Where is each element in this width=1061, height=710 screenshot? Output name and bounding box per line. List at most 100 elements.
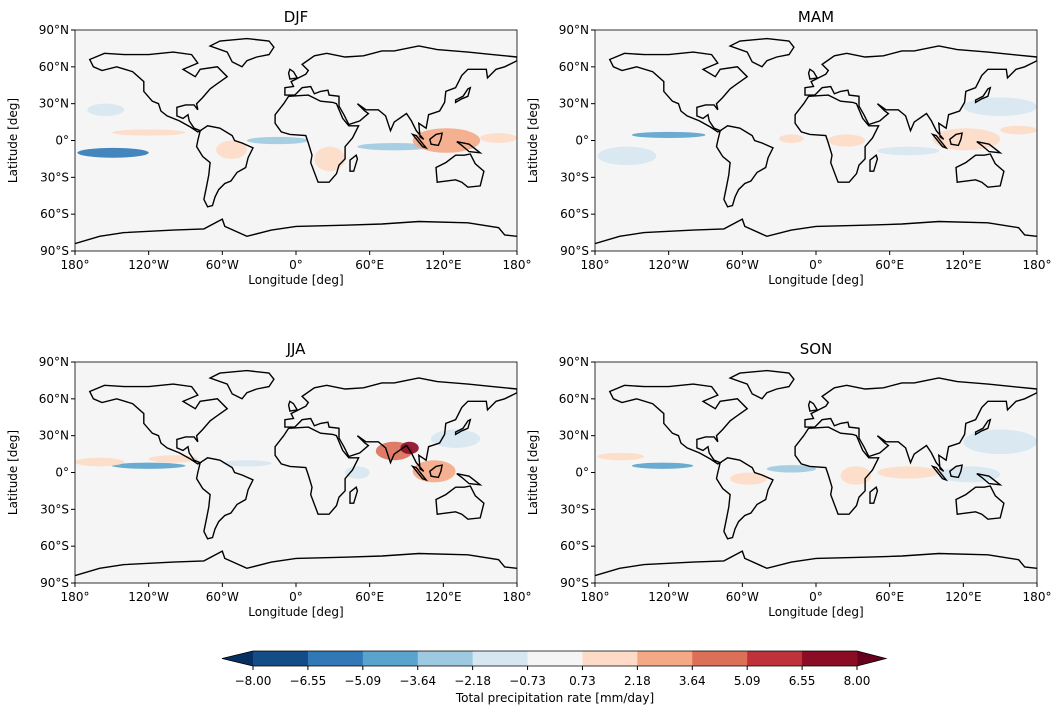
coastline-uk — [807, 68, 819, 80]
y-tick-label: 30°S — [560, 170, 589, 184]
colorbar-tick-label: −3.64 — [399, 674, 436, 688]
precip-anomaly — [877, 466, 939, 479]
x-tick-label: 60°W — [206, 258, 239, 272]
x-axis-label: Longitude [deg] — [248, 605, 343, 619]
precip-anomaly — [216, 140, 247, 159]
coastline-south-america — [195, 457, 254, 540]
precip-anomaly — [400, 441, 419, 455]
colorbar-bin — [362, 651, 419, 666]
panel-son: SON 180° 120°W 60°W 0° 60°E 120°E 180° 90°N 60°N 3… — [526, 340, 1051, 619]
coastline-eurasia — [804, 45, 1037, 140]
coastlines — [595, 369, 1037, 577]
x-tick-label: 0° — [809, 258, 823, 272]
y-tick-label: 0° — [55, 466, 69, 480]
precip-anomaly — [631, 131, 706, 139]
panel-title: DJF — [284, 8, 309, 26]
x-tick-label: 120°W — [648, 590, 689, 604]
y-tick-label: 30°N — [559, 97, 589, 111]
coastline-greenland — [728, 37, 795, 68]
x-tick-label: 60°E — [355, 590, 384, 604]
y-axis-label: Latitude [deg] — [526, 98, 540, 183]
coastline-africa — [274, 94, 360, 183]
panel-title: JJA — [286, 340, 307, 358]
x-tick-label: 120°W — [128, 258, 169, 272]
x-tick-label: 180° — [61, 258, 90, 272]
coastline-uk — [807, 400, 819, 412]
x-tick-label: 60°W — [726, 258, 759, 272]
coastline-eurasia — [804, 377, 1037, 472]
precip-anomaly — [828, 134, 866, 147]
y-tick-label: 30°S — [40, 502, 69, 516]
x-axis-label: Longitude [deg] — [768, 273, 863, 287]
coastline-antarctica — [75, 550, 517, 577]
colorbar-tick-label: 8.00 — [844, 674, 871, 688]
panel-jja: JJA 180° 120°W 60°W 0° 60°E 120°E 180° 90°N 60°N 3… — [6, 340, 531, 619]
colorbar-bin — [747, 651, 803, 666]
precip-anomaly — [111, 129, 186, 136]
coastline-borneo — [429, 132, 443, 147]
coastline-eurasia — [284, 377, 517, 472]
coastline-eurasia — [284, 45, 517, 140]
coastline-madagascar — [869, 486, 879, 504]
y-tick-label: 30°N — [39, 429, 69, 443]
y-tick-label: 60°S — [40, 539, 69, 553]
colorbar-extend-high — [857, 651, 886, 666]
coastline-greenland — [728, 369, 795, 400]
precip-anomaly — [963, 429, 1037, 455]
coastline-australia — [435, 153, 485, 188]
coastline-south-america — [715, 125, 774, 208]
precip-anomaly — [357, 142, 432, 151]
y-tick-label: 0° — [575, 134, 589, 148]
colorbar-tick-label: −2.18 — [454, 674, 491, 688]
coastline-madagascar — [869, 154, 879, 172]
precip-anomaly — [314, 146, 346, 172]
coastline-south-america — [195, 125, 254, 208]
y-tick-label: 90°S — [560, 576, 589, 590]
precip-anomaly — [111, 462, 186, 469]
coastline-australia — [955, 485, 1005, 520]
precip-anomaly — [87, 103, 125, 116]
coastline-antarctica — [595, 218, 1037, 245]
colorbar-tick-label: −0.73 — [509, 674, 546, 688]
coastline-sumatra — [410, 465, 429, 482]
coastline-north-america — [608, 383, 749, 465]
coastline-africa — [794, 94, 880, 183]
panel-title: SON — [800, 340, 833, 358]
y-tick-label: 30°S — [560, 502, 589, 516]
x-tick-label: 120°E — [945, 258, 982, 272]
x-tick-label: 180° — [61, 590, 90, 604]
coastline-madagascar — [349, 486, 359, 504]
colorbar-tick-label: −6.55 — [290, 674, 327, 688]
y-tick-label: 90°N — [559, 355, 589, 369]
coastline-new-guinea — [976, 473, 1003, 486]
coastline-uk — [287, 68, 299, 80]
y-tick-label: 30°N — [559, 429, 589, 443]
anomaly-layer — [597, 97, 1037, 166]
panel-djf: DJF 180° 120°W 60°W 0° 60°E 120°E 180° 90°N 60°N 3… — [6, 8, 531, 287]
coastline-japan — [974, 86, 992, 104]
colorbar-bin — [802, 651, 858, 666]
y-tick-label: 30°N — [39, 97, 69, 111]
precip-anomaly — [246, 136, 309, 145]
precip-anomaly — [148, 455, 198, 463]
coastline-antarctica — [75, 218, 517, 245]
x-tick-label: 60°E — [875, 590, 904, 604]
y-axis-label: Latitude [deg] — [6, 98, 20, 183]
y-tick-label: 90°N — [559, 23, 589, 37]
colorbar-bin — [637, 651, 693, 666]
x-tick-label: 60°W — [726, 590, 759, 604]
x-axis-label: Longitude [deg] — [248, 273, 343, 287]
x-tick-label: 120°E — [945, 590, 982, 604]
coastline-australia — [435, 485, 485, 520]
coastline-africa — [794, 426, 880, 515]
colorbar-bin — [417, 651, 474, 666]
y-tick-label: 60°S — [560, 207, 589, 221]
y-tick-label: 90°S — [560, 244, 589, 258]
x-tick-label: 60°E — [875, 258, 904, 272]
colorbar-tick-label: −8.00 — [235, 674, 272, 688]
coastline-greenland — [208, 37, 275, 68]
precip-anomaly — [412, 128, 481, 153]
precip-anomaly — [1000, 125, 1037, 135]
coastline-australia — [955, 153, 1005, 188]
